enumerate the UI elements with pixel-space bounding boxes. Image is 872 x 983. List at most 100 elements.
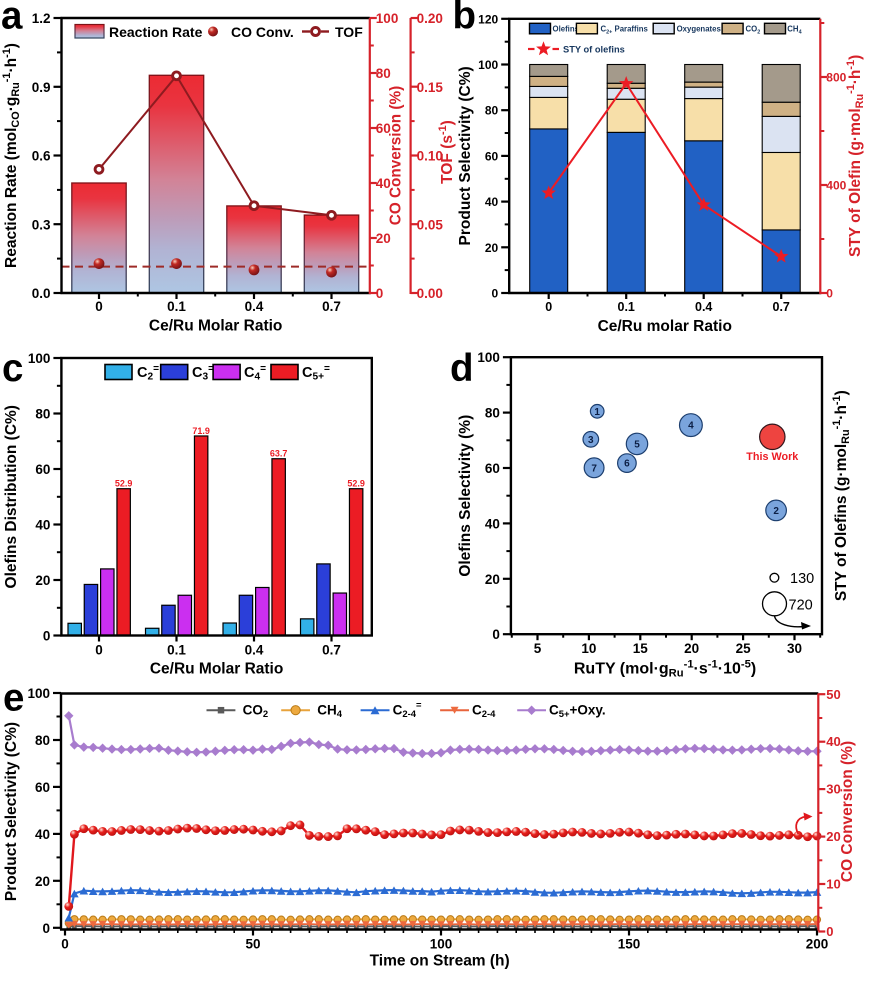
svg-text:60: 60 [485,461,500,476]
svg-text:CO2​: CO2​ [243,703,269,721]
svg-text:Product Selectivity (C%): Product Selectivity (C%) [457,66,474,245]
svg-text:0: 0 [492,287,499,301]
svg-text:0.6: 0.6 [32,149,51,164]
svg-text:0.10: 0.10 [417,149,443,164]
svg-text:0: 0 [43,629,51,644]
svg-text:80: 80 [485,104,499,118]
svg-text:50: 50 [245,937,260,952]
svg-text:Ce/Ru molar Ratio: Ce/Ru molar Ratio [598,318,732,335]
svg-text:120: 120 [478,12,498,26]
svg-text:Oxygenates: Oxygenates [677,25,722,34]
svg-text:CO Conv.: CO Conv. [231,24,294,40]
svg-text:52.9: 52.9 [115,479,133,489]
svg-text:100: 100 [376,11,399,26]
svg-text:0: 0 [492,627,500,642]
svg-text:0.15: 0.15 [417,80,444,95]
svg-text:0.4: 0.4 [245,299,264,314]
svg-text:40: 40 [35,518,50,533]
svg-text:130: 130 [790,571,814,587]
svg-text:60: 60 [35,780,50,795]
svg-text:63.7: 63.7 [270,449,288,459]
svg-text:7: 7 [591,463,597,474]
svg-text:6: 6 [624,459,630,470]
svg-text:STY of olefins: STY of olefins [563,44,625,54]
svg-text:1: 1 [594,407,600,418]
svg-text:0.1: 0.1 [167,643,186,658]
svg-text:0.0: 0.0 [32,286,51,301]
svg-text:40: 40 [35,827,50,842]
svg-text:0.4: 0.4 [245,643,264,658]
svg-text:Reaction Rate (molCO​·gRu-1​·h: Reaction Rate (molCO​·gRu-1​·h-1​) [1,43,22,268]
svg-text:0.7: 0.7 [322,299,341,314]
svg-text:Olefins Selectivity (%): Olefins Selectivity (%) [457,415,474,577]
svg-text:40: 40 [485,516,500,531]
svg-text:c: c [2,347,23,390]
svg-text:5: 5 [534,641,542,656]
svg-text:CO2​: CO2​ [746,25,761,36]
svg-text:C2-4=​: C2-4=​ [393,700,422,720]
svg-text:20: 20 [35,874,50,889]
svg-text:150: 150 [618,937,641,952]
svg-text:d: d [450,347,474,390]
svg-text:0.1: 0.1 [618,300,635,314]
svg-text:400: 400 [826,179,846,193]
svg-text:0: 0 [95,643,103,658]
svg-text:2: 2 [773,506,779,517]
svg-text:0.1: 0.1 [167,299,186,314]
svg-text:0: 0 [95,299,103,314]
svg-text:40: 40 [826,734,840,749]
svg-text:80: 80 [35,407,50,422]
svg-text:CO Conversion (%): CO Conversion (%) [839,741,856,882]
svg-text:0.9: 0.9 [32,80,51,95]
svg-text:C2=​: C2=​ [137,364,159,383]
svg-text:4: 4 [688,421,694,432]
svg-text:71.9: 71.9 [192,426,210,436]
svg-text:5: 5 [634,439,640,450]
svg-text:20: 20 [485,241,499,255]
svg-text:0.20: 0.20 [417,11,443,26]
svg-text:C5+=​: C5+=​ [302,364,330,383]
svg-text:0.00: 0.00 [417,286,443,301]
svg-text:40: 40 [376,176,391,191]
svg-text:e: e [3,677,24,720]
svg-text:100: 100 [478,58,498,72]
svg-text:0.7: 0.7 [773,300,790,314]
svg-text:720: 720 [789,598,813,614]
svg-text:15: 15 [633,641,649,656]
svg-text:Time on Stream (h): Time on Stream (h) [370,953,510,970]
svg-text:60: 60 [35,462,50,477]
svg-text:80: 80 [376,66,391,81]
svg-text:C3=​: C3=​ [192,364,214,383]
svg-text:C2-4​: C2-4​ [472,703,496,721]
svg-text:100: 100 [28,351,51,366]
svg-text:80: 80 [485,406,500,421]
svg-text:800: 800 [826,71,846,85]
svg-text:0.3: 0.3 [32,217,51,232]
svg-text:0: 0 [826,287,833,301]
svg-text:0: 0 [42,921,50,936]
svg-text:0: 0 [61,937,69,952]
svg-text:30: 30 [787,641,802,656]
svg-text:CH4​: CH4​ [787,25,801,36]
svg-text:Ce/Ru Molar Ratio: Ce/Ru Molar Ratio [149,318,282,335]
svg-text:100: 100 [477,350,500,365]
svg-text:40: 40 [485,195,499,209]
svg-text:52.9: 52.9 [347,479,365,489]
svg-text:100: 100 [27,686,50,701]
svg-text:0.7: 0.7 [322,643,341,658]
svg-text:RuTY (mol·gRu-1​·s-1​·10-5​): RuTY (mol·gRu-1​·s-1​·10-5​) [574,659,756,680]
svg-text:TOF: TOF [335,24,363,40]
svg-text:20: 20 [376,231,391,246]
svg-text:Ce/Ru Molar Ratio: Ce/Ru Molar Ratio [150,661,283,678]
svg-text:20: 20 [35,573,50,588]
svg-text:Olefins: Olefins [553,25,580,34]
svg-text:20: 20 [485,572,500,587]
svg-text:0: 0 [376,286,384,301]
svg-text:30: 30 [826,782,840,797]
svg-text:a: a [1,0,23,38]
svg-text:CO Conversion (%): CO Conversion (%) [388,86,405,225]
svg-text:CH4​: CH4​ [317,703,343,721]
svg-text:0: 0 [826,924,833,939]
svg-text:STY of Olefin (g·molRu-1​·h-1​: STY of Olefin (g·molRu-1​·h-1​) [845,55,866,257]
svg-text:20: 20 [826,829,840,844]
